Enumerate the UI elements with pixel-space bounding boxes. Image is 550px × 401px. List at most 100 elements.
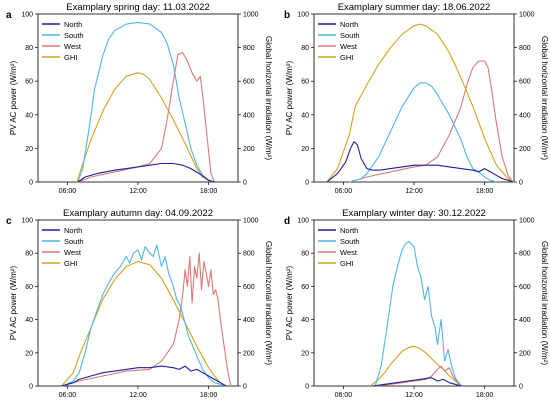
panel-c: c Examplary autumn day: 04.09.2022 0 20 40 60…	[6, 208, 273, 399]
y2-tick-label: 800	[519, 251, 531, 258]
panel-letter: d	[284, 216, 290, 227]
legend-label-north: North	[340, 20, 358, 29]
series-line-west	[349, 60, 514, 183]
y-tick-label: 0	[29, 384, 33, 391]
y-tick-label: 20	[301, 350, 309, 357]
series-line-north	[372, 377, 462, 387]
y2-tick-label: 400	[519, 112, 531, 119]
series-line-south	[62, 244, 227, 387]
legend-label-west: West	[340, 42, 358, 51]
series-line-west	[62, 252, 232, 387]
y-tick-label: 100	[297, 12, 309, 19]
legend-label-west: West	[64, 42, 82, 51]
y-tick-label: 100	[21, 218, 33, 225]
y2-tick-label: 800	[243, 251, 255, 258]
y2-tick-label: 1000	[519, 218, 535, 225]
y-tick-label: 60	[25, 79, 33, 86]
y2-tick-label: 0	[243, 180, 247, 187]
legend: North South West GHI	[42, 20, 84, 62]
legend-label-south: South	[64, 31, 84, 40]
y2-tick-label: 0	[243, 384, 247, 391]
legend-label-west: West	[64, 248, 82, 257]
y2-tick-label: 0	[519, 384, 523, 391]
legend-label-ghi: GHI	[340, 259, 353, 268]
y2-tick-label: 400	[519, 317, 531, 324]
x-tick-label: 12:00	[405, 392, 423, 399]
y2-tick-label: 400	[243, 317, 255, 324]
panel-a: a Examplary spring day: 11.03.2022 0 20 40 60…	[6, 2, 273, 195]
legend-label-south: South	[64, 237, 84, 246]
legend-label-west: West	[340, 248, 358, 257]
legend-label-ghi: GHI	[340, 53, 353, 62]
legend-label-south: South	[340, 31, 360, 40]
legend-label-ghi: GHI	[64, 53, 77, 62]
series-line-south	[349, 82, 497, 183]
x-tick-label: 18:00	[476, 188, 494, 195]
y2-tick-label: 0	[519, 180, 523, 187]
panel-b: b Examplary summer day: 18.06.2022 0 20 40 60…	[284, 2, 549, 195]
y2-tick-label: 1000	[519, 12, 535, 19]
series-line-south	[77, 21, 215, 183]
panel-title: Examplary spring day: 11.03.2022	[66, 2, 209, 13]
legend-label-north: North	[340, 226, 358, 235]
legend: North South West GHI	[318, 226, 360, 268]
x-tick-label: 12:00	[405, 188, 423, 195]
y-axis-label: PV AC power (W/m²)	[9, 61, 18, 136]
y-tick-label: 60	[301, 284, 309, 291]
y-tick-label: 20	[301, 146, 309, 153]
y-tick-label: 80	[301, 45, 309, 52]
y-tick-label: 0	[305, 384, 309, 391]
y-axis-label: PV AC power (W/m²)	[285, 266, 294, 341]
y-tick-label: 80	[301, 251, 309, 258]
y-tick-label: 80	[25, 45, 33, 52]
x-tick-label: 18:00	[476, 392, 494, 399]
y2-axis-label: Global horizontal irradiation (W/m²)	[540, 241, 549, 365]
x-tick-label: 06:00	[335, 392, 353, 399]
y2-tick-label: 1000	[243, 12, 259, 19]
y-tick-label: 20	[25, 350, 33, 357]
y2-tick-label: 800	[519, 45, 531, 52]
y2-tick-label: 200	[243, 146, 255, 153]
x-tick-label: 12:00	[129, 188, 147, 195]
y-tick-label: 80	[25, 251, 33, 258]
panel-d: d Examplary winter day: 30.12.2022 0 20 40 60…	[284, 208, 549, 399]
panel-letter: a	[6, 10, 12, 21]
series-line-ghi	[61, 260, 227, 387]
legend-label-north: North	[64, 226, 82, 235]
y-tick-label: 0	[305, 180, 309, 187]
y2-axis-label: Global horizontal irradiation (W/m²)	[264, 36, 273, 160]
panel-letter: b	[284, 10, 290, 21]
y2-tick-label: 600	[519, 284, 531, 291]
series-line-ghi	[370, 345, 462, 387]
y2-tick-label: 600	[243, 79, 255, 86]
y-tick-label: 0	[29, 180, 33, 187]
series-line-south	[374, 241, 463, 387]
panel-letter: c	[6, 216, 12, 227]
x-tick-label: 06:00	[59, 188, 77, 195]
panel-title: Examplary winter day: 30.12.2022	[342, 208, 486, 219]
y-tick-label: 20	[25, 146, 33, 153]
y-tick-label: 40	[25, 317, 33, 324]
series-line-ghi	[326, 23, 515, 183]
y-tick-label: 100	[297, 218, 309, 225]
legend: North South West GHI	[42, 226, 84, 268]
legend-label-south: South	[340, 237, 360, 246]
y-tick-label: 60	[25, 284, 33, 291]
series-line-west	[375, 365, 462, 387]
y2-axis-label: Global horizontal irradiation (W/m²)	[540, 36, 549, 160]
legend-label-north: North	[64, 20, 82, 29]
y-tick-label: 100	[21, 12, 33, 19]
x-tick-label: 18:00	[200, 188, 218, 195]
x-tick-label: 06:00	[59, 392, 77, 399]
y-tick-label: 40	[25, 112, 33, 119]
series-line-north	[61, 365, 227, 387]
y2-tick-label: 1000	[243, 218, 259, 225]
panel-title: Examplary autumn day: 04.09.2022	[63, 208, 213, 219]
y-axis-label: PV AC power (W/m²)	[285, 61, 294, 136]
panel-title: Examplary summer day: 18.06.2022	[338, 2, 491, 13]
x-tick-label: 18:00	[200, 392, 218, 399]
y2-tick-label: 600	[243, 284, 255, 291]
y2-tick-label: 800	[243, 45, 255, 52]
y-tick-label: 60	[301, 79, 309, 86]
